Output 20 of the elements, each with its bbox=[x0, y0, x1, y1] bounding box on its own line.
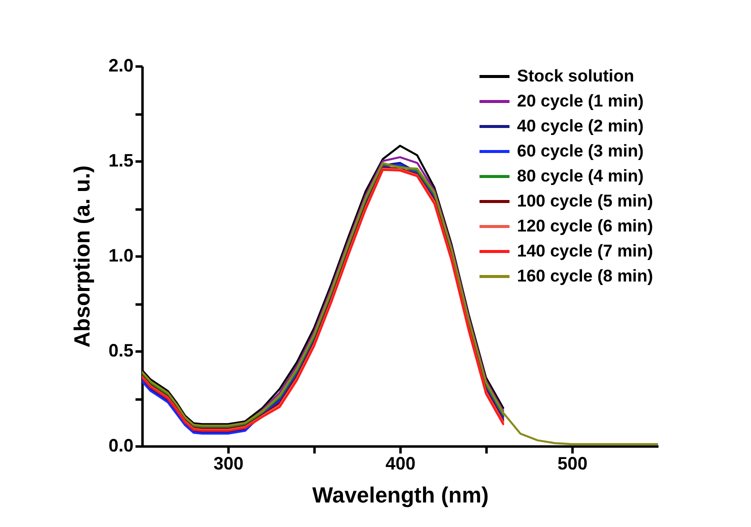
line-series bbox=[142, 162, 658, 446]
y-tick-label: 2.0 bbox=[108, 56, 134, 76]
x-tick-label: 300 bbox=[213, 454, 244, 474]
legend-label: 140 cycle (7 min) bbox=[517, 242, 654, 260]
legend-label: 160 cycle (8 min) bbox=[517, 266, 654, 286]
y-tick-label: 0.5 bbox=[108, 340, 134, 360]
legend-label: 20 cycle (1 min) bbox=[517, 92, 644, 110]
legend-label: 100 cycle (5 min) bbox=[517, 192, 654, 210]
legend-label: 120 cycle (6 min) bbox=[517, 216, 654, 236]
legend-label: 40 cycle (2 min) bbox=[517, 116, 644, 136]
x-axis-title: Wavelength (nm) bbox=[312, 482, 489, 508]
legend-label: 60 cycle (3 min) bbox=[517, 142, 644, 160]
y-tick-label: 1.0 bbox=[108, 246, 134, 266]
x-tick-label: 400 bbox=[385, 454, 416, 474]
y-axis-title: Absorption (a. u.) bbox=[69, 165, 94, 348]
y-tick-label: 0.0 bbox=[108, 436, 134, 456]
x-tick-label: 500 bbox=[557, 454, 588, 474]
legend-label: 80 cycle (4 min) bbox=[517, 166, 644, 186]
legend-label: Stock solution bbox=[517, 66, 634, 86]
y-tick-label: 1.5 bbox=[108, 150, 134, 170]
